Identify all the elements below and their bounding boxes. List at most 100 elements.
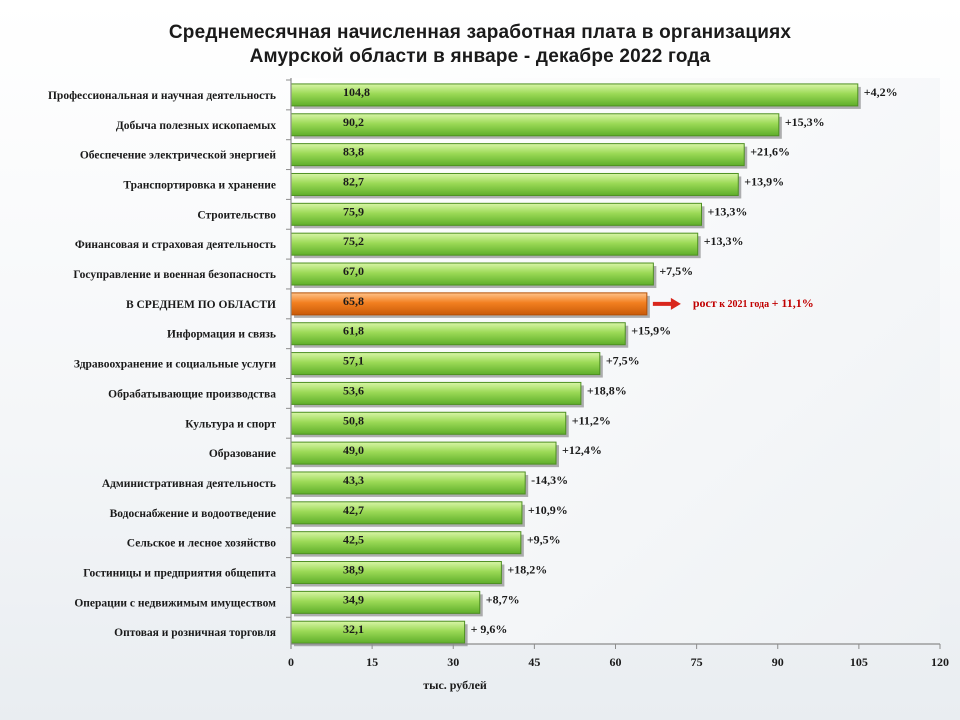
growth-label: +9,5% xyxy=(527,533,561,547)
x-tick-label: 105 xyxy=(850,655,868,669)
bar-row: Гостиницы и предприятия общепита 38,9 +18,… xyxy=(83,557,547,587)
bar-row: Операции с недвижимым имуществом 34,9 +8,7… xyxy=(74,586,520,617)
bar xyxy=(290,322,626,346)
growth-label: +18,2% xyxy=(507,563,547,577)
value-label: 65,8 xyxy=(343,294,364,308)
bar xyxy=(290,352,601,376)
bar xyxy=(290,411,567,435)
category-label: Добыча полезных ископаемых xyxy=(116,120,276,132)
category-label: Здравоохранение и социальные услуги xyxy=(74,359,276,371)
growth-label: + 9,6% xyxy=(471,622,508,636)
value-label: 90,2 xyxy=(343,115,364,129)
bar-row: Оптовая и розничная торговля 32,1 + 9,6% xyxy=(114,616,508,647)
bar-row: В СРЕДНЕМ ПО ОБЛАСТИ 65,8 рост к 2021 года… xyxy=(126,288,814,318)
value-label: 42,7 xyxy=(343,503,364,517)
category-label: Гостиницы и предприятия общепита xyxy=(83,568,276,580)
growth-label: +13,9% xyxy=(744,174,784,188)
bar xyxy=(290,501,523,525)
growth-label: +7,5% xyxy=(606,354,640,368)
category-label: Финансовая и страховая деятельность xyxy=(75,239,276,251)
category-label: Культура и спорт xyxy=(185,418,276,430)
chart-title-line1: Среднемесячная начисленная заработная пл… xyxy=(168,22,792,43)
value-label: 38,9 xyxy=(343,563,364,577)
value-label: 50,8 xyxy=(343,413,364,427)
x-tick-label: 60 xyxy=(610,655,622,669)
growth-label: +4,2% xyxy=(864,85,898,99)
category-label: Строительство xyxy=(197,209,276,221)
bar-row: Профессиональная и научная деятельность 1… xyxy=(48,79,898,109)
value-label: 61,8 xyxy=(343,324,364,338)
growth-label: +12,4% xyxy=(562,443,602,457)
x-axis-label: тыс. рублей xyxy=(423,678,487,692)
bar-row: Добыча полезных ископаемых 90,2 +15,3% xyxy=(116,109,825,139)
category-label: Профессиональная и научная деятельность xyxy=(48,90,276,102)
growth-label: +15,3% xyxy=(785,115,825,129)
bar-row: Водоснабжение и водоотведение 42,7 +10,9% xyxy=(110,497,568,527)
bar-row: Транспортировка и хранение 82,7 +13,9% xyxy=(123,169,784,199)
category-label: Обеспечение электрической энергией xyxy=(80,150,277,162)
value-label: 43,3 xyxy=(343,473,364,487)
x-tick-label: 30 xyxy=(447,655,459,669)
bar-row: Обрабатывающие производства 53,6 +18,8% xyxy=(108,378,627,408)
bar xyxy=(290,561,502,585)
growth-label: +13,3% xyxy=(704,234,744,248)
category-label: Образование xyxy=(209,448,276,460)
bar-row: Сельское и лесное хозяйство 42,5 +9,5% xyxy=(127,527,561,557)
value-label: 75,2 xyxy=(343,234,364,248)
growth-label: +15,9% xyxy=(631,324,671,338)
category-label: Информация и связь xyxy=(167,329,276,341)
growth-label: -14,3% xyxy=(531,473,568,487)
category-label: Госуправление и военная безопасность xyxy=(73,269,276,281)
bar xyxy=(290,620,466,644)
bar-row: Административная деятельность 43,3 -14,3% xyxy=(102,467,568,497)
x-tick-label: 0 xyxy=(288,655,294,669)
growth-label: +13,3% xyxy=(707,204,747,218)
category-label: В СРЕДНЕМ ПО ОБЛАСТИ xyxy=(126,299,276,311)
value-label: 32,1 xyxy=(343,622,364,636)
growth-label: +11,2% xyxy=(572,413,611,427)
bar-row: Строительство 75,9 +13,3% xyxy=(197,198,747,229)
x-tick-label: 90 xyxy=(772,655,784,669)
bar xyxy=(290,590,481,614)
category-label: Оптовая и розничная торговля xyxy=(114,627,276,639)
bar-row: Культура и спорт 50,8 +11,2% xyxy=(185,407,611,438)
chart-title-line2: Амурской области в январе - декабре 2022… xyxy=(249,46,711,67)
average-growth-annotation: рост к 2021 года + 11,1% xyxy=(693,296,814,310)
x-tick-label: 120 xyxy=(931,655,949,669)
x-tick-label: 45 xyxy=(528,655,540,669)
category-label: Транспортировка и хранение xyxy=(123,179,276,191)
bar-row: Госуправление и военная безопасность 67,0… xyxy=(73,258,693,289)
value-label: 53,6 xyxy=(343,383,364,397)
bar-row: Обеспечение электрической энергией 83,8 +2… xyxy=(80,139,790,169)
bar-row: Информация и связь 61,8 +15,9% xyxy=(167,318,671,348)
annotation-middle: к 2021 года xyxy=(717,299,772,310)
growth-label: +10,9% xyxy=(528,503,568,517)
bar xyxy=(290,441,557,465)
category-label: Водоснабжение и водоотведение xyxy=(110,508,276,520)
category-label: Операции с недвижимым имуществом xyxy=(74,597,276,609)
value-label: 34,9 xyxy=(343,592,364,606)
bar-row: Финансовая и страховая деятельность 75,2 +… xyxy=(75,228,744,259)
bar-row: Здравоохранение и социальные услуги 57,1 +… xyxy=(74,348,640,378)
category-label: Обрабатывающие производства xyxy=(108,388,276,400)
value-label: 104,8 xyxy=(343,85,370,99)
growth-label: +21,6% xyxy=(750,145,790,159)
value-label: 42,5 xyxy=(343,533,364,547)
annotation-prefix: рост xyxy=(693,296,717,310)
growth-label: +18,8% xyxy=(587,383,627,397)
category-label: Сельское и лесное хозяйство xyxy=(127,538,276,550)
category-label: Административная деятельность xyxy=(102,478,276,490)
bar xyxy=(290,113,780,137)
bar xyxy=(290,381,582,405)
value-label: 83,8 xyxy=(343,145,364,159)
value-label: 75,9 xyxy=(343,204,364,218)
bar xyxy=(290,531,522,555)
annotation-value: + 11,1% xyxy=(772,296,814,310)
value-label: 49,0 xyxy=(343,443,364,457)
bar-row: Образование 49,0 +12,4% xyxy=(209,437,602,468)
growth-label: +7,5% xyxy=(659,264,693,278)
value-label: 82,7 xyxy=(343,174,364,188)
bar xyxy=(290,83,859,107)
